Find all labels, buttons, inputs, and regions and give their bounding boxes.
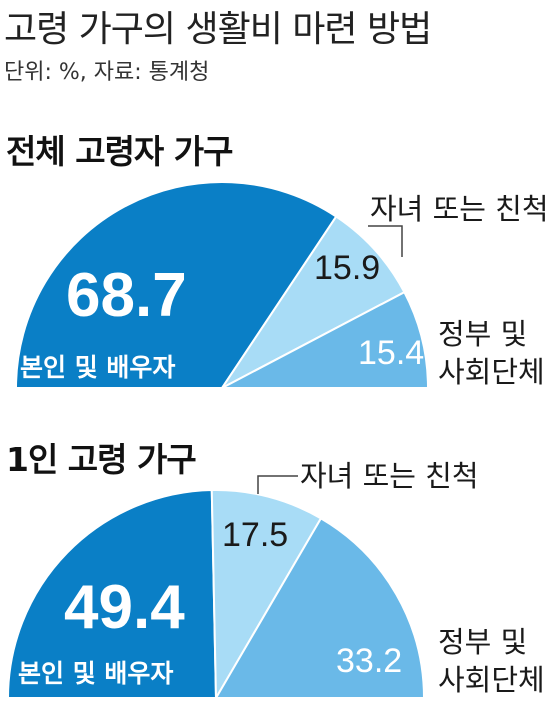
leader-line-children-single (257, 475, 298, 494)
slice-government-single (214, 517, 426, 699)
value-self-single: 49.4 (64, 573, 185, 642)
value-self-all: 68.7 (66, 261, 187, 330)
section-title-all: 전체 고령자 가구 (6, 132, 233, 171)
label-children-single: 자녀 또는 친척 (300, 459, 479, 493)
label-government-single-line2: 사회단체 (438, 663, 545, 697)
label-children-all: 자녀 또는 친척 (370, 192, 548, 226)
slice-children-single (210, 489, 323, 702)
label-government-all-line1: 정부 및 (438, 317, 527, 351)
chart-all-households: 전체 고령자 가구 68.7 본인 및 배우자 15.9 15.4 자녀 또는 … (6, 132, 548, 389)
value-government-single: 33.2 (336, 642, 402, 680)
value-children-single: 17.5 (222, 516, 288, 554)
slice-self-single (6, 489, 218, 699)
source-note: 단위: %, 자료: 통계청 (4, 60, 210, 85)
category-self-single: 본인 및 배우자 (18, 659, 173, 688)
category-self-all: 본인 및 배우자 (20, 353, 175, 382)
label-government-all-line2: 사회단체 (438, 355, 545, 389)
chart-title: 고령 가구의 생활비 마련 방법 (4, 9, 432, 50)
section-title-single: 1인 고령 가구 (6, 440, 196, 479)
slice-children-all (221, 215, 406, 389)
label-government-single-line1: 정부 및 (438, 625, 527, 659)
value-children-all: 15.9 (314, 249, 380, 287)
chart-single-households: 1인 고령 가구 49.4 본인 및 배우자 17.5 33.2 자녀 또는 친… (6, 440, 545, 702)
slice-government-all (221, 290, 430, 389)
value-government-all: 15.4 (358, 334, 424, 372)
leader-line-children-all (368, 225, 403, 257)
